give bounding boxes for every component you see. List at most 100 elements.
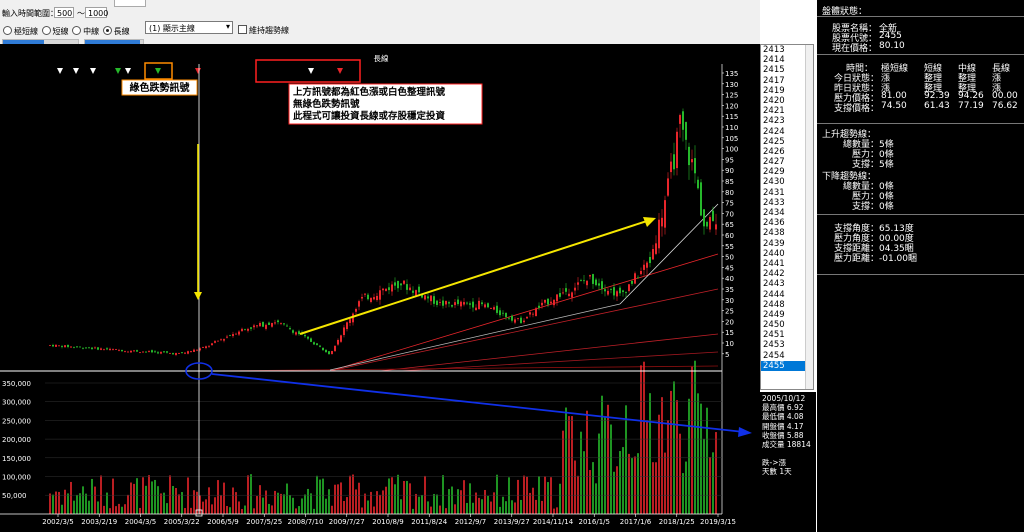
- angle-value: 04.35睏: [879, 244, 914, 254]
- status-cell: 76.62: [992, 101, 1018, 111]
- price-label: 現在價格：: [832, 44, 878, 54]
- trend-value: 5條: [879, 140, 894, 150]
- stock-list-item[interactable]: 2431: [763, 187, 785, 198]
- stock-chart[interactable]: 長線 135 130 125 120 115 110 105 100 95 90 85 80 75 70 6…: [0, 44, 760, 532]
- volume-bar: [202, 501, 204, 514]
- candle-body: [52, 345, 54, 347]
- stock-list-item[interactable]: 2430: [763, 177, 785, 188]
- top-button[interactable]: [114, 0, 146, 7]
- mode-option-short[interactable]: 短線: [41, 26, 69, 36]
- stock-list-item[interactable]: 2442: [763, 269, 785, 280]
- candle-body: [205, 346, 207, 348]
- candle-body: [292, 330, 294, 333]
- mode-option-long[interactable]: 長線: [102, 26, 130, 36]
- stock-list-item[interactable]: 2434: [763, 208, 785, 218]
- radio-icon: [72, 26, 82, 35]
- stock-list-item[interactable]: 2423: [763, 116, 785, 127]
- stock-list-item[interactable]: 2444: [763, 289, 785, 300]
- stock-list-item[interactable]: 2427: [763, 157, 785, 168]
- trend-checkbox[interactable]: 維持趨勢線: [238, 25, 289, 36]
- stock-list-item[interactable]: 2413: [763, 45, 785, 55]
- volume-bar: [535, 499, 537, 514]
- annotation-line-1: 上方訊號都為紅色漲或白色整理訊號: [293, 86, 446, 98]
- display-select[interactable]: (1) 顯示主線 ▾: [145, 21, 233, 34]
- stock-list-item[interactable]: 2414: [763, 55, 785, 66]
- stock-list-item[interactable]: 2419: [763, 85, 785, 96]
- volume-bar: [412, 508, 414, 514]
- volume-bar: [367, 500, 369, 514]
- candle-body: [706, 221, 708, 227]
- day-info-panel: 2005/10/12 最高價 6.92 最低價 4.08 開盤價 4.17 收盤…: [760, 392, 816, 532]
- stock-list-item[interactable]: 2451: [763, 330, 785, 341]
- mode-option-medium[interactable]: 中線: [72, 26, 99, 36]
- volume-bar: [349, 475, 351, 514]
- stock-list-item[interactable]: 2436: [763, 218, 785, 229]
- volume-bar: [463, 480, 465, 514]
- stock-list-item[interactable]: 2424: [763, 126, 785, 137]
- candle-body: [433, 296, 435, 304]
- stock-list-item[interactable]: 2448: [763, 299, 785, 310]
- price-tick-label: 75: [725, 200, 734, 208]
- volume-bar: [487, 495, 489, 514]
- range-from-input[interactable]: 500: [54, 7, 74, 18]
- candle-body: [415, 290, 417, 296]
- stock-list-item[interactable]: 2449: [763, 309, 785, 320]
- volume-bar: [298, 506, 300, 514]
- stock-list-item[interactable]: 2438: [763, 228, 785, 239]
- stock-list-item[interactable]: 2421: [763, 106, 785, 117]
- volume-bar: [214, 497, 216, 514]
- volume-tick-label: 350,000: [2, 380, 31, 388]
- stock-list-item[interactable]: 2443: [763, 279, 785, 290]
- day-info-days: 天數 1天: [762, 467, 792, 477]
- candle-body: [148, 351, 150, 352]
- volume-bar: [235, 492, 237, 514]
- signal-marker-icon: [90, 68, 96, 74]
- crosshair-handle[interactable]: [195, 509, 203, 517]
- candle-body: [154, 351, 156, 353]
- candle-body: [181, 352, 183, 354]
- stock-list-item[interactable]: 2417: [763, 75, 785, 86]
- volume-bar: [301, 498, 303, 514]
- stock-list-item[interactable]: 2425: [763, 136, 785, 147]
- stock-list-item[interactable]: 2415: [763, 65, 785, 76]
- volume-bar: [547, 482, 549, 514]
- candle-body: [694, 158, 696, 174]
- volume-bar: [595, 483, 597, 514]
- candle-body: [325, 349, 327, 353]
- candle-body: [262, 321, 264, 327]
- stock-list-item[interactable]: 2440: [763, 248, 785, 259]
- volume-bar: [181, 492, 183, 514]
- volume-bar: [490, 501, 492, 514]
- stock-list-item[interactable]: 2433: [763, 197, 785, 208]
- volume-bar: [625, 405, 627, 514]
- chart-title: 長線: [374, 53, 389, 63]
- candle-body: [709, 217, 711, 230]
- mode-option-ultra-short[interactable]: 極短線: [3, 26, 38, 36]
- stock-list-item[interactable]: 2450: [763, 320, 785, 331]
- stock-list-scrollbar[interactable]: [805, 45, 813, 389]
- candle-body: [73, 346, 75, 348]
- stock-list-item[interactable]: 2454: [763, 350, 785, 361]
- candle-body: [145, 351, 147, 353]
- stock-list-item[interactable]: 2453: [763, 340, 785, 351]
- stock-list-item[interactable]: 2455: [761, 360, 813, 371]
- angle-value: 65.13度: [879, 224, 914, 234]
- stock-list-item[interactable]: 2429: [763, 167, 785, 178]
- volume-bar: [640, 365, 642, 514]
- stock-list[interactable]: 2413 2414 2415 2417 2419 2420 2421 2423 2424 2425…: [760, 44, 814, 390]
- candle-body: [157, 352, 159, 354]
- volume-bar: [253, 508, 255, 514]
- stock-list-item[interactable]: 2441: [763, 258, 785, 269]
- candle-body: [604, 289, 606, 292]
- stock-list-item[interactable]: 2426: [763, 146, 785, 157]
- angle-label: 支撐角度：: [833, 224, 879, 234]
- stock-list-item[interactable]: 2439: [763, 238, 785, 249]
- status-cell: 漲: [881, 74, 891, 84]
- stock-list-item[interactable]: 2420: [763, 95, 785, 106]
- trend-value: 0條: [879, 182, 894, 192]
- range-to-input[interactable]: 1000: [85, 7, 108, 18]
- candle-body: [136, 350, 138, 352]
- candle-body: [541, 302, 543, 306]
- volume-bar: [265, 490, 267, 514]
- volume-tick-label: 250,000: [2, 417, 31, 425]
